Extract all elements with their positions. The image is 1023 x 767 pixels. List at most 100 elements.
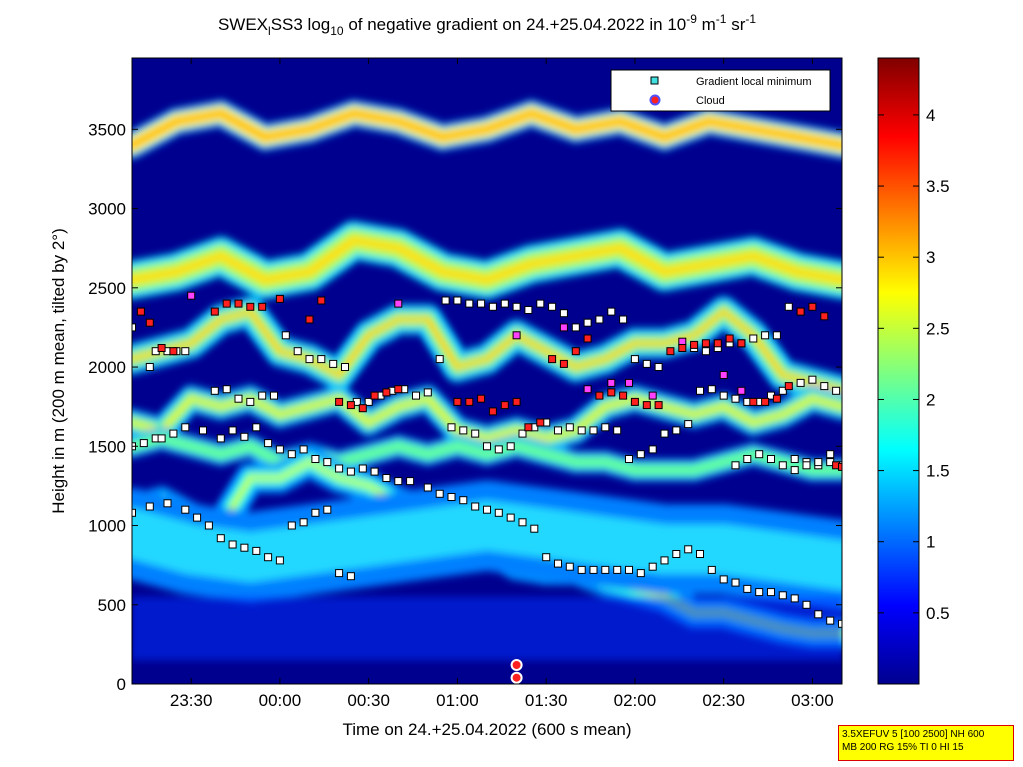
gradient-minimum-point <box>796 378 805 387</box>
gradient-minimum-point <box>613 565 622 574</box>
chart-title: SWEXlSS3 log10 of negative gradient on 2… <box>218 12 756 38</box>
gradient-minimum-point <box>275 445 284 454</box>
colorbar-tick-label: 1 <box>926 533 935 552</box>
gradient-minimum-point <box>423 388 432 397</box>
gradient-minimum-point <box>228 426 237 435</box>
cloud-point <box>394 385 403 394</box>
gradient-minimum-point <box>459 496 468 505</box>
cloud-point <box>358 404 367 413</box>
cloud-point <box>210 307 219 316</box>
gradient-minimum-point <box>826 450 835 459</box>
gradient-minimum-point <box>518 429 527 438</box>
y-tick-label: 1500 <box>88 437 126 456</box>
gradient-minimum-point <box>465 299 474 308</box>
gradient-minimum-point <box>536 299 545 308</box>
cloud-point <box>465 397 474 406</box>
gradient-minimum-point <box>311 455 320 463</box>
cloud-point <box>524 423 533 432</box>
gradient-minimum-point <box>559 323 568 332</box>
cloud-point <box>234 299 243 308</box>
gradient-minimum-point <box>305 355 314 364</box>
cloud-point <box>808 302 817 311</box>
cloud-point <box>749 397 758 406</box>
gradient-minimum-point <box>483 442 491 451</box>
gradient-minimum-point <box>358 464 367 473</box>
colorbar-tick-label: 0.5 <box>926 604 950 623</box>
cloud-point <box>382 388 391 397</box>
gradient-minimum-point <box>607 378 616 387</box>
legend-box <box>610 69 831 112</box>
gradient-minimum-point <box>571 323 580 332</box>
gradient-minimum-point <box>216 534 225 543</box>
gradient-minimum-point <box>731 461 740 470</box>
cloud-point <box>246 302 255 311</box>
heatmap-band-aerosol-1 <box>132 500 842 591</box>
gradient-minimum-point <box>488 302 497 311</box>
gradient-minimum-point <box>512 302 521 311</box>
cloud-point <box>796 307 805 316</box>
cloud-point <box>370 391 379 400</box>
gradient-minimum-point <box>252 423 261 432</box>
gradient-minimum-point <box>684 420 693 429</box>
gradient-minimum-point <box>210 386 219 395</box>
gradient-minimum-point <box>459 426 468 435</box>
cloud-point <box>619 391 628 400</box>
x-axis-label: Time on 24.+25.04.2022 (600 s mean) <box>342 720 631 739</box>
gradient-minimum-point <box>435 355 444 364</box>
gradient-minimum-point <box>264 439 273 448</box>
gradient-minimum-point <box>329 359 338 368</box>
cloud-point <box>571 347 580 356</box>
gradient-minimum-point <box>542 553 551 562</box>
gradient-minimum-point <box>583 385 592 394</box>
gradient-minimum-point <box>577 565 586 574</box>
cloud-point <box>713 339 722 348</box>
gradient-minimum-point <box>506 513 515 522</box>
gradient-minimum-point <box>696 550 704 558</box>
gradient-minimum-point <box>767 588 775 597</box>
gradient-minimum-point <box>181 505 190 514</box>
heatmap-plot-area <box>132 58 842 684</box>
heatmap-band-band2000-2 <box>132 308 842 394</box>
gradient-minimum-point <box>471 502 480 511</box>
cloud-point <box>136 307 145 316</box>
colorbar <box>877 57 920 685</box>
gradient-minimum-point <box>287 450 296 459</box>
cloud-point <box>346 401 355 410</box>
gradient-minimum-point <box>317 355 326 364</box>
cloud-point <box>510 659 523 671</box>
gradient-minimum-point <box>240 432 249 441</box>
gradient-minimum-point <box>601 423 610 432</box>
cloud-point <box>690 340 699 349</box>
gradient-minimum-point <box>299 518 308 527</box>
cloud-point <box>559 359 568 368</box>
gradient-minimum-point <box>719 391 728 400</box>
gradient-minimum-point <box>323 505 332 514</box>
cloud-point <box>317 296 326 305</box>
gradient-minimum-point <box>477 299 486 308</box>
heatmap-band-band1450-1 <box>132 432 842 477</box>
gradient-minimum-point <box>654 363 663 371</box>
colorbar-tick-label: 2.5 <box>926 319 950 338</box>
gradient-minimum-point <box>299 445 308 454</box>
gradient-minimum-point <box>625 378 633 387</box>
gradient-minimum-point <box>731 578 740 587</box>
gradient-minimum-point <box>636 450 645 459</box>
gradient-minimum-point <box>761 331 770 340</box>
cloud-point <box>145 318 154 327</box>
colorbar-tick-label: 3 <box>926 248 935 267</box>
cloud-point <box>737 339 746 348</box>
x-tick-label: 00:00 <box>259 691 302 710</box>
gradient-minimum-point <box>820 382 829 391</box>
legend-label-cloud: Cloud <box>696 95 725 107</box>
gradient-minimum-point <box>370 467 379 476</box>
gradient-minimum-point <box>228 540 237 549</box>
cloud-point <box>595 391 604 400</box>
gradient-minimum-point <box>275 556 284 565</box>
gradient-minimum-point <box>707 385 716 394</box>
gradient-minimum-point <box>500 299 509 308</box>
gradient-minimum-point <box>719 575 728 584</box>
gradient-minimum-point <box>808 375 817 384</box>
gradient-minimum-point <box>341 363 349 371</box>
gradient-minimum-point <box>530 524 539 533</box>
gradient-minimum-point <box>394 477 403 486</box>
